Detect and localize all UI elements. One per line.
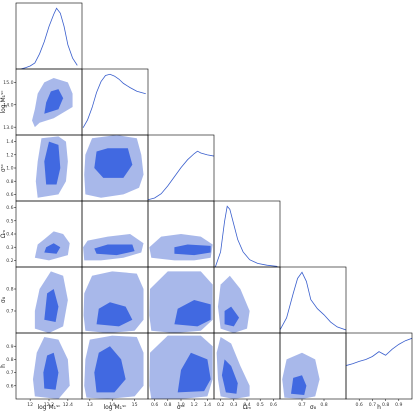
y-tick-label: 0.4: [6, 232, 13, 238]
x-tick-label: 0.7: [369, 402, 376, 408]
y-tick-label: 0.2: [6, 258, 13, 264]
panel-s8-vs-s8: [279, 266, 347, 334]
panel-h-vs-logMc: 13 14 15: [81, 332, 149, 408]
x-tick-label: 0.9: [395, 402, 402, 408]
x-tick-label: 0.3: [230, 402, 237, 408]
panel-s8-vs-om: [213, 266, 281, 334]
y-tick-label: 0.7: [6, 309, 13, 315]
contour-inner-s8-vs-om: [224, 306, 240, 327]
panel-h-vs-s8: 0.7 0.8: [279, 332, 347, 408]
x-axis-label-s8: σ₈: [310, 404, 317, 411]
x-tick-label: 12.4: [63, 402, 73, 408]
y-tick-label: 15.0: [3, 80, 13, 86]
x-tick-label: 0.8: [164, 402, 171, 408]
panel-om-vs-sigma: [147, 200, 215, 268]
x-tick-label: 0.6: [356, 402, 363, 408]
y-tick-label: 0.5: [6, 218, 13, 224]
x-axis-label-h: h: [377, 404, 381, 411]
panel-frame: [15, 2, 83, 70]
y-tick-label: 1.2: [6, 152, 13, 158]
panel-frame: [279, 266, 347, 334]
x-tick-label: 12.2: [44, 402, 54, 408]
contour-inner-s8-vs-logMc: [96, 302, 133, 327]
panel-logMc-vs-logM1: 13.0 14.0 15.0: [3, 68, 83, 136]
panel-s8-vs-logMc: [81, 266, 149, 334]
contour-inner-sigma-vs-logMc: [94, 148, 133, 178]
histogram-line-sigma: [148, 150, 214, 201]
y-tick-label: 1.4: [6, 139, 13, 145]
panel-s8-vs-logM1: 0.7 0.8: [6, 266, 83, 334]
panel-om-vs-logMc: [81, 200, 149, 268]
x-tick-label: 0.7: [298, 402, 305, 408]
contour-inner-h-vs-logM1: [43, 352, 59, 390]
y-tick-label: 0.8: [6, 287, 13, 293]
y-tick-label: 13.0: [3, 125, 13, 131]
x-tick-label: 0.5: [257, 402, 264, 408]
x-tick-label: 12: [27, 402, 33, 408]
y-axis-label-s8: σ₈: [0, 296, 7, 303]
x-tick-label: 1.4: [204, 402, 211, 408]
y-tick-label: 0.8: [6, 179, 13, 185]
x-tick-label: 0.4: [243, 402, 250, 408]
contour-inner-h-vs-logMc: [94, 346, 126, 393]
y-tick-label: 0.6: [6, 192, 13, 198]
x-tick-label: 0.8: [320, 402, 327, 408]
x-axis-label-om: Ωₘ: [243, 404, 252, 411]
y-tick-label: 0.3: [6, 245, 13, 251]
contour-inner-h-vs-om: [221, 359, 238, 394]
x-tick-label: 0.2: [217, 402, 224, 408]
x-axis-label-logMc: log M₁ˢᶜ: [103, 404, 126, 411]
contour-inner-om-vs-sigma: [174, 244, 211, 256]
x-tick-label: 14: [109, 402, 115, 408]
x-axis-label-logM1: log M₁ˢᶜ: [37, 404, 60, 411]
panel-h-vs-logM1: 0.6 0.7 0.8 0.9 12 12.2 12.4: [6, 332, 83, 408]
y-axis-label-logMc: log M₁ˢᶜ: [0, 90, 7, 113]
panel-h-vs-h: 0.6 0.7 0.8 0.9: [345, 332, 413, 408]
panel-logM1-vs-logM1: [15, 2, 83, 70]
y-tick-label: 14.0: [3, 102, 13, 108]
x-tick-label: 1.2: [191, 402, 198, 408]
panel-om-vs-om: [213, 200, 281, 268]
y-tick-label: 1.0: [6, 166, 13, 172]
panel-frame: [345, 332, 413, 400]
panel-sigma-vs-sigma: [147, 134, 215, 202]
y-tick-label: 0.7: [6, 370, 13, 376]
contour-inner-logMc-vs-logM1: [44, 89, 64, 114]
x-tick-label: 15: [132, 402, 138, 408]
panel-s8-vs-sigma: [147, 266, 215, 334]
x-tick-label: 0.8: [382, 402, 389, 408]
histogram-line-h: [346, 337, 412, 366]
histogram-line-om: [214, 205, 278, 267]
contour-inner-h-vs-sigma: [177, 352, 211, 393]
y-tick-label: 0.6: [6, 205, 13, 211]
y-axis-label-sigma: σˢᶜ: [0, 164, 7, 172]
y-tick-label: 0.8: [6, 357, 13, 363]
panel-frame: [81, 68, 149, 136]
panel-om-vs-logM1: 0.2 0.3 0.4 0.5 0.6: [6, 200, 83, 268]
panel-h-vs-om: 0.2 0.3 0.4 0.5 0.6: [213, 332, 281, 408]
x-tick-label: 0.6: [151, 402, 158, 408]
x-tick-label: 13: [87, 402, 93, 408]
panel-h-vs-sigma: 0.6 0.8 1.0 1.2 1.4: [147, 332, 215, 408]
y-tick-label: 0.9: [6, 344, 13, 350]
histogram-line-logMc: [82, 73, 146, 128]
y-tick-label: 0.6: [6, 383, 13, 389]
x-tick-label: 0.6: [270, 402, 277, 408]
y-axis-label-om: Ωₘ: [0, 230, 7, 239]
panel-sigma-vs-logMc: [81, 134, 149, 202]
x-tick-label: 1.0: [177, 402, 184, 408]
x-axis-label-sigma: σˢᶜ: [177, 404, 185, 411]
panel-sigma-vs-logM1: 0.6 0.8 1.0 1.2 1.4: [6, 134, 83, 202]
contour-inner-om-vs-logMc: [94, 244, 135, 256]
panel-logMc-vs-logMc: [81, 68, 149, 136]
contour-inner-s8-vs-sigma: [174, 300, 211, 327]
y-axis-label-h: h: [0, 364, 7, 368]
contour-inner-om-vs-logM1: [44, 243, 61, 254]
histogram-line-logM1: [20, 7, 78, 69]
contour-inner-h-vs-s8: [291, 375, 307, 396]
histogram-line-s8: [280, 271, 346, 331]
contour-inner-sigma-vs-logM1: [44, 141, 61, 185]
contour-inner-s8-vs-logM1: [44, 289, 59, 322]
